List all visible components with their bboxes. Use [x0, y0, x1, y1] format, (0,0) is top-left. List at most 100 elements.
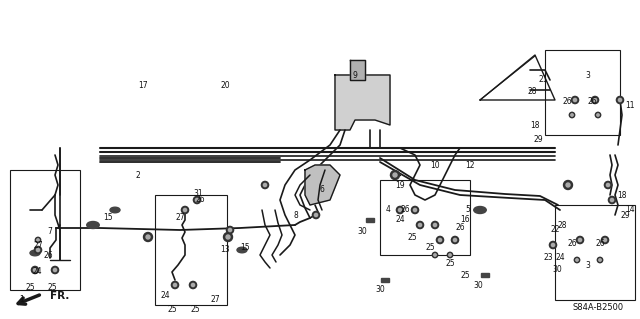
Text: 21: 21: [538, 76, 548, 85]
Text: 3: 3: [586, 261, 591, 270]
Ellipse shape: [474, 206, 486, 213]
Circle shape: [412, 206, 419, 214]
Polygon shape: [305, 165, 340, 205]
Circle shape: [53, 268, 56, 271]
Circle shape: [609, 197, 616, 204]
Bar: [545, 50, 620, 135]
Circle shape: [193, 197, 200, 204]
Text: 10: 10: [430, 160, 440, 169]
Circle shape: [31, 266, 38, 274]
Circle shape: [398, 208, 402, 211]
Circle shape: [312, 211, 319, 219]
Text: 28: 28: [557, 220, 567, 229]
Circle shape: [227, 226, 234, 234]
Polygon shape: [335, 75, 390, 130]
Circle shape: [438, 238, 442, 241]
Text: 27: 27: [33, 241, 43, 249]
Circle shape: [226, 235, 230, 239]
Circle shape: [611, 198, 614, 202]
Text: 11: 11: [625, 100, 635, 109]
Circle shape: [573, 98, 577, 101]
Text: 24: 24: [395, 216, 405, 225]
Circle shape: [51, 266, 59, 274]
Text: 27: 27: [210, 295, 220, 305]
Bar: [10, 170, 80, 290]
Bar: [555, 205, 635, 300]
Text: 30: 30: [357, 227, 367, 236]
Circle shape: [35, 237, 41, 243]
Text: 3: 3: [586, 70, 591, 79]
Text: 26: 26: [400, 205, 410, 214]
Circle shape: [195, 198, 198, 202]
Text: 25: 25: [47, 284, 57, 293]
Text: 26: 26: [567, 239, 577, 248]
Text: 15: 15: [240, 243, 250, 253]
Circle shape: [314, 213, 317, 217]
Bar: [381, 278, 389, 282]
Circle shape: [431, 221, 438, 229]
Circle shape: [433, 223, 436, 226]
Text: 25: 25: [25, 284, 35, 293]
Bar: [380, 180, 470, 255]
Text: S84A-B2500: S84A-B2500: [572, 303, 623, 313]
Text: 7: 7: [47, 227, 52, 236]
Circle shape: [419, 223, 422, 226]
Circle shape: [33, 268, 36, 271]
Circle shape: [616, 96, 623, 104]
Circle shape: [563, 181, 573, 189]
Circle shape: [596, 114, 599, 116]
Circle shape: [191, 283, 195, 286]
Circle shape: [602, 236, 609, 244]
Text: 30: 30: [375, 286, 385, 294]
Circle shape: [574, 257, 580, 263]
Circle shape: [453, 238, 456, 241]
Text: 23: 23: [543, 254, 553, 263]
Circle shape: [579, 238, 582, 241]
Bar: [481, 273, 489, 277]
Circle shape: [413, 208, 417, 211]
Text: 18: 18: [617, 190, 627, 199]
Text: 2: 2: [136, 170, 140, 180]
Circle shape: [570, 112, 575, 118]
Circle shape: [576, 259, 578, 261]
Text: 25: 25: [425, 243, 435, 253]
Text: 22: 22: [550, 226, 560, 234]
Text: 14: 14: [625, 205, 635, 214]
Text: 26: 26: [43, 250, 53, 259]
Ellipse shape: [87, 221, 99, 228]
Circle shape: [264, 183, 267, 187]
Text: 25: 25: [445, 258, 455, 268]
Text: 25: 25: [167, 306, 177, 315]
Text: 6: 6: [319, 186, 324, 195]
Circle shape: [572, 96, 579, 104]
Circle shape: [228, 228, 232, 232]
Circle shape: [261, 182, 269, 189]
Circle shape: [184, 208, 187, 211]
Text: 26: 26: [195, 196, 205, 204]
Text: 16: 16: [460, 216, 470, 225]
Circle shape: [599, 259, 601, 261]
Text: 24: 24: [160, 291, 170, 300]
Text: 12: 12: [465, 160, 475, 169]
Circle shape: [181, 206, 189, 214]
Circle shape: [593, 98, 596, 101]
Ellipse shape: [110, 207, 120, 213]
Circle shape: [591, 96, 598, 104]
Circle shape: [566, 183, 570, 187]
Circle shape: [432, 252, 438, 258]
Circle shape: [571, 114, 573, 116]
Circle shape: [447, 252, 452, 258]
Text: 9: 9: [353, 70, 357, 79]
Text: 4: 4: [385, 205, 390, 214]
Circle shape: [417, 221, 424, 229]
Circle shape: [604, 182, 612, 189]
Circle shape: [434, 254, 436, 256]
Circle shape: [396, 206, 404, 214]
Text: 30: 30: [473, 280, 483, 290]
Text: 17: 17: [138, 80, 148, 90]
Text: 13: 13: [220, 246, 230, 255]
Text: 24: 24: [32, 268, 42, 277]
Text: 25: 25: [190, 306, 200, 315]
Text: 1: 1: [20, 295, 24, 305]
Ellipse shape: [30, 250, 40, 256]
